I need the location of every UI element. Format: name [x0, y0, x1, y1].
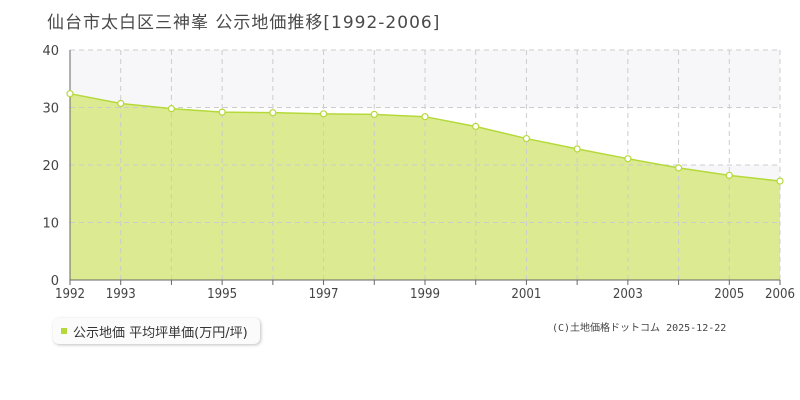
data-point [117, 99, 125, 108]
x-tick-label: 1993 [106, 287, 136, 302]
y-tick-label: 40 [42, 44, 59, 59]
data-point [218, 108, 226, 116]
data-point [624, 155, 632, 163]
y-tick-label: 30 [42, 102, 59, 117]
data-point [370, 110, 378, 119]
x-tick-label: 1997 [309, 287, 339, 302]
y-tick-label: 20 [42, 159, 59, 174]
x-tick-label: 2001 [511, 287, 541, 302]
legend-label: 公示地価 平均坪単価(万円/坪) [73, 325, 248, 341]
tick-labels: 0 10 20 30 40 1992 1993 1995 1997 1999 2001 2003 200… [42, 44, 795, 302]
y-tick-label: 0 [51, 274, 59, 289]
chart-title: 仙台市太白区三神峯 公示地価推移[1992-2006] [47, 13, 441, 33]
data-point [421, 113, 429, 121]
data-point [674, 164, 683, 172]
x-tick-label: 2005 [714, 287, 744, 302]
x-tick-label: 2006 [765, 287, 795, 302]
x-tick-label: 1999 [410, 287, 440, 302]
data-point [573, 145, 581, 153]
legend: 公示地価 平均坪単価(万円/坪) [53, 318, 260, 344]
data-points [66, 90, 784, 185]
data-point [167, 105, 176, 113]
x-tick-label: 1992 [55, 287, 85, 302]
data-point [776, 177, 784, 185]
data-point [725, 171, 733, 179]
data-point [319, 110, 328, 118]
data-point [269, 109, 277, 117]
y-tick-label: 10 [42, 217, 59, 232]
data-point [66, 90, 74, 98]
data-point [522, 134, 531, 143]
x-tick-label: 1995 [207, 287, 237, 302]
legend-swatch [61, 328, 67, 334]
data-point [472, 122, 480, 131]
gridlines [70, 49, 781, 280]
credit-text: (C)土地価格ドットコム 2025-12-22 [552, 323, 727, 334]
x-tick-label: 2003 [613, 287, 643, 302]
axes [69, 50, 781, 285]
